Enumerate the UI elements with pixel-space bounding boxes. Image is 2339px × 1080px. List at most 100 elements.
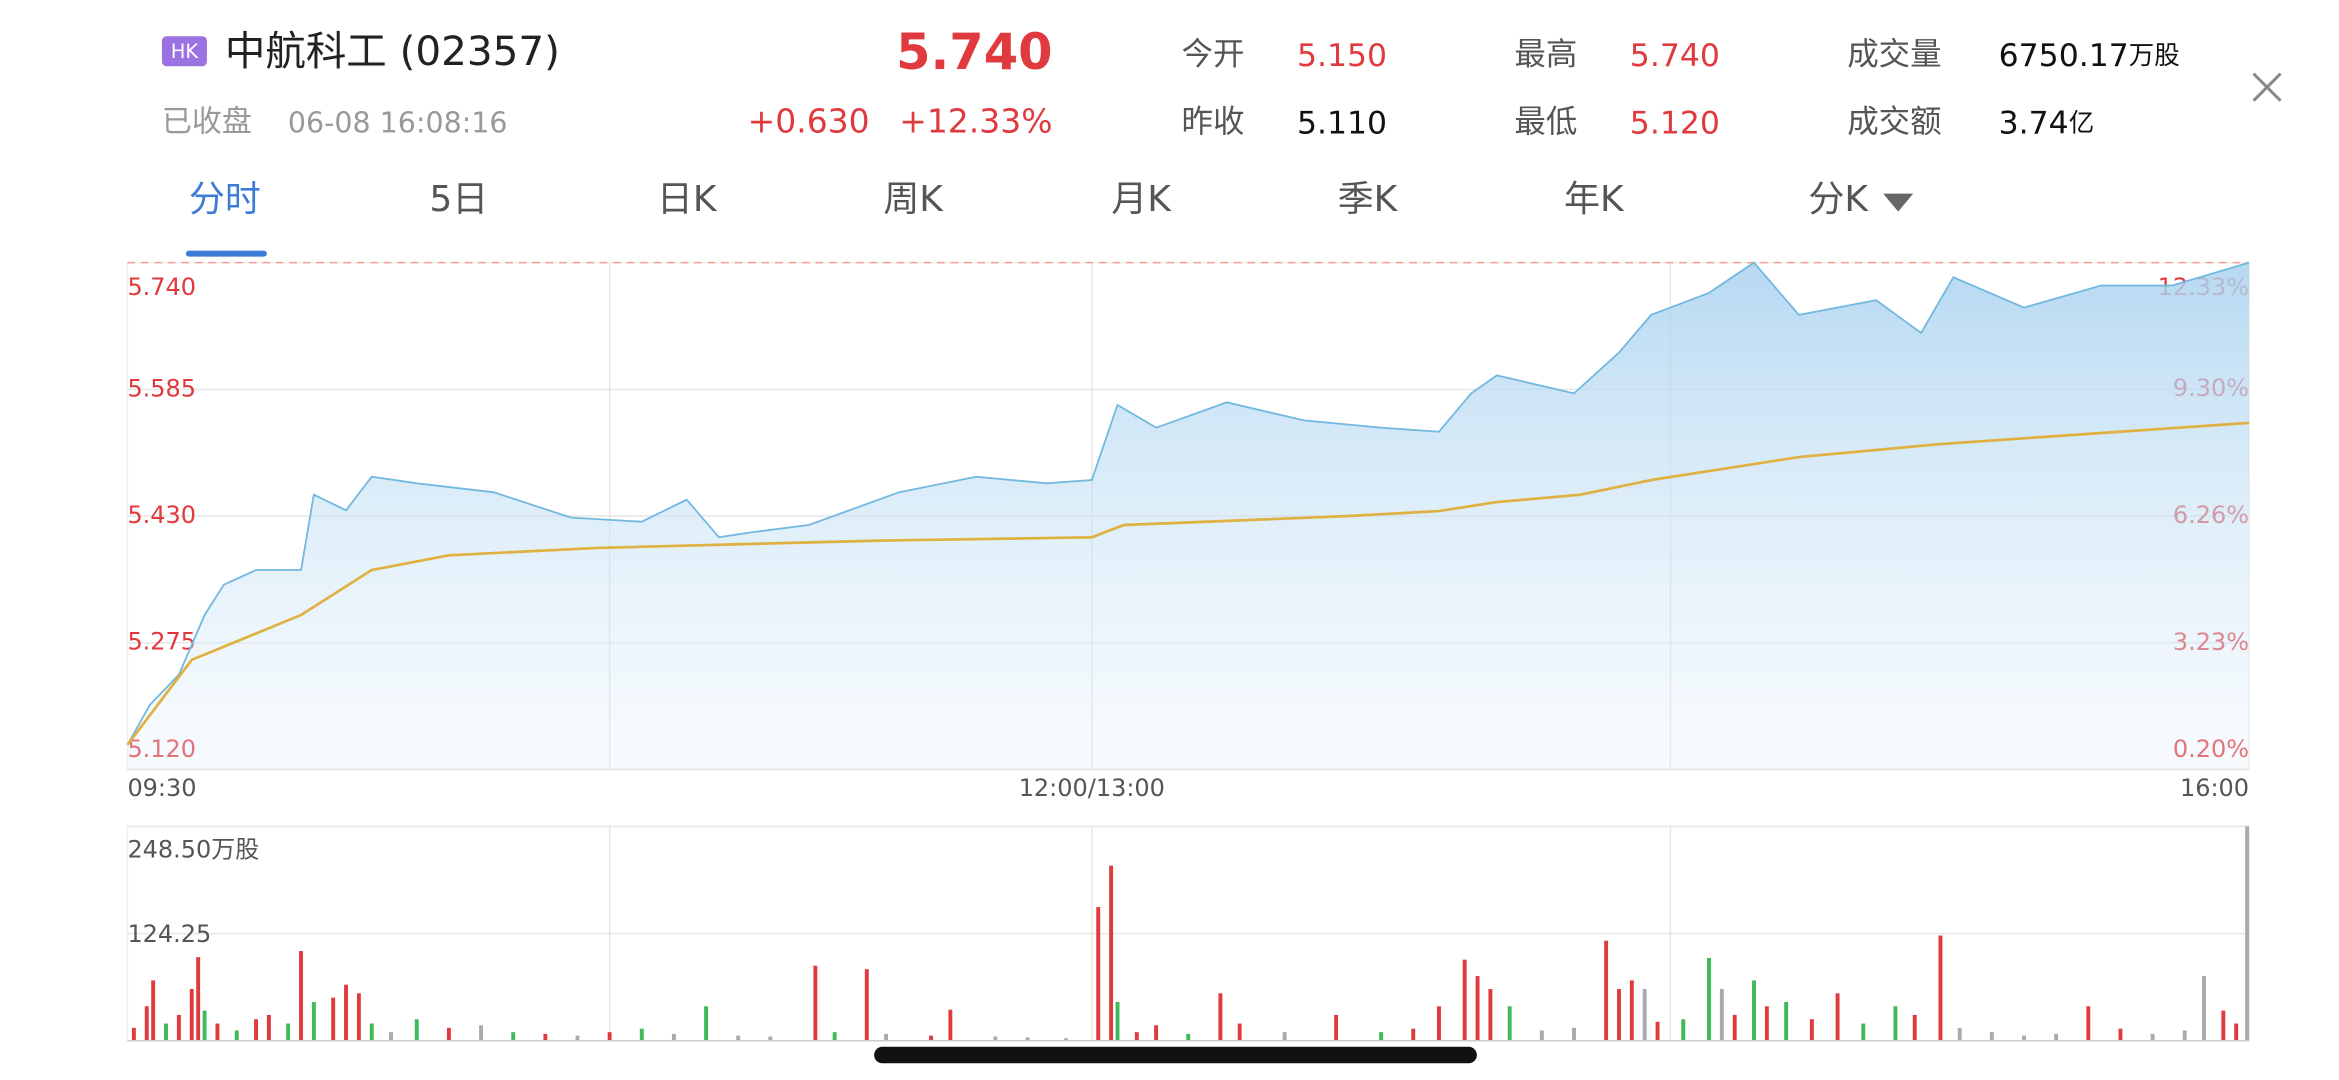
volume-bar xyxy=(2086,1006,2091,1041)
volume-bar xyxy=(176,1014,181,1041)
quote-time: 06-08 16:08:16 xyxy=(288,107,508,140)
volume-bar xyxy=(1989,1032,1994,1041)
stat-value: 5.120 xyxy=(1630,106,1720,142)
price-change-pct: +12.33% xyxy=(899,102,1052,141)
x-tick-label: 12:00/13:00 xyxy=(1019,774,1165,802)
tab[interactable]: 分K xyxy=(1808,179,1869,220)
volume-bar xyxy=(151,980,156,1041)
volume-chart: 248.50万股 124.25 xyxy=(126,825,2250,1042)
volume-bar xyxy=(2221,1010,2226,1041)
volume-bar xyxy=(1835,993,1840,1041)
tab[interactable]: 日K xyxy=(657,179,718,220)
stat-value: 6750.17万股 xyxy=(1999,38,2180,74)
active-tab-indicator xyxy=(185,250,267,257)
volume-bar xyxy=(344,984,348,1041)
volume-bar xyxy=(479,1025,483,1041)
volume-bar xyxy=(1379,1032,1384,1041)
stat-number: 5.110 xyxy=(1297,106,1387,142)
volume-bar xyxy=(639,1028,644,1041)
volume-bar xyxy=(1642,989,1647,1041)
price-area xyxy=(127,262,2250,770)
volume-bar xyxy=(2150,1033,2155,1041)
volume-bar xyxy=(1752,980,1756,1041)
volume-bar xyxy=(511,1032,516,1041)
volume-bar xyxy=(1957,1027,1962,1041)
volume-bar xyxy=(607,1032,612,1041)
volume-bar xyxy=(1764,1006,1769,1041)
volume-bar xyxy=(671,1033,676,1041)
volume-bar xyxy=(299,951,303,1041)
volume-bar xyxy=(369,1023,374,1041)
volume-bar xyxy=(215,1023,220,1041)
volume-bar xyxy=(993,1036,998,1041)
tabs: 分时 5日 日K 周K 月K 季K 年K 分K xyxy=(189,179,1914,220)
tab[interactable]: 月K xyxy=(1111,179,1172,220)
market-badge-text: HK xyxy=(171,40,200,63)
stat-label: 今开 xyxy=(1181,37,1244,73)
stat-number: 5.740 xyxy=(1630,38,1720,74)
volume-bar xyxy=(1237,1023,1242,1041)
tab[interactable]: 季K xyxy=(1338,179,1399,220)
volume-bar xyxy=(1912,1014,1917,1041)
volume-bar xyxy=(189,989,194,1041)
volume-bar xyxy=(948,1009,953,1041)
price-change: +0.630 xyxy=(748,102,870,141)
volume-tick-label: 124.25 xyxy=(127,920,211,948)
volume-bar xyxy=(1064,1038,1069,1041)
volume-bar xyxy=(1282,1032,1287,1041)
y-tick-label: 5.275 xyxy=(127,628,196,656)
volume-bar xyxy=(1025,1037,1030,1041)
tab[interactable]: 周K xyxy=(883,179,944,220)
close-button[interactable] xyxy=(2252,72,2282,102)
tab[interactable]: 分时 xyxy=(189,179,261,220)
volume-bar xyxy=(234,1030,239,1041)
volume-bar xyxy=(832,1032,837,1041)
stat-number: 5.150 xyxy=(1297,38,1387,74)
volume-bar xyxy=(356,993,361,1041)
volume-bar xyxy=(929,1035,934,1041)
volume-bar xyxy=(813,965,818,1041)
stat-value: 5.110 xyxy=(1297,106,1387,142)
volume-bar xyxy=(1411,1028,1416,1041)
tab[interactable]: 年K xyxy=(1564,179,1625,220)
volume-bar xyxy=(884,1033,889,1041)
volume-bar xyxy=(1507,1006,1512,1041)
volume-bar xyxy=(196,957,201,1041)
volume-bar xyxy=(131,1027,136,1041)
volume-bar xyxy=(864,969,869,1041)
stat-unit: 亿 xyxy=(2069,109,2094,139)
volume-bar xyxy=(1437,1006,1441,1041)
volume-bar xyxy=(2234,1023,2239,1041)
home-indicator xyxy=(874,1046,1477,1064)
last-price: 5.740 xyxy=(896,23,1052,81)
volume-bar xyxy=(1096,907,1101,1041)
volume-bar xyxy=(286,1023,291,1041)
tab[interactable]: 5日 xyxy=(429,179,488,220)
stock-name: 中航科工 (02357) xyxy=(225,27,560,75)
stat-label: 昨收 xyxy=(1181,104,1244,140)
stat-value: 5.150 xyxy=(1297,38,1387,74)
volume-bar xyxy=(1861,1023,1866,1041)
market-badge xyxy=(161,36,207,67)
volume-bar xyxy=(1462,959,1467,1041)
volume-bar xyxy=(414,1019,419,1041)
volume-bar xyxy=(768,1036,773,1041)
volume-bar xyxy=(1809,1019,1814,1041)
volume-bar xyxy=(2118,1028,2123,1041)
volume-bar xyxy=(1134,1032,1139,1041)
volume-bar xyxy=(1681,1019,1686,1041)
volume-bar xyxy=(254,1019,258,1041)
stat-number: 3.74 xyxy=(1999,106,2069,142)
price-line xyxy=(126,261,2250,746)
volume-bar xyxy=(1784,1001,1789,1041)
volume-bar xyxy=(704,1006,709,1041)
volume-bar xyxy=(1115,1001,1120,1041)
market-status: 已收盘 xyxy=(162,105,252,140)
volume-bar xyxy=(1572,1027,1576,1041)
stat-unit: 万股 xyxy=(2129,41,2180,71)
volume-bar xyxy=(1186,1033,1191,1041)
volume-bar xyxy=(266,1014,271,1041)
stat-number: 5.120 xyxy=(1630,106,1720,142)
volume-bar xyxy=(2245,826,2250,1041)
